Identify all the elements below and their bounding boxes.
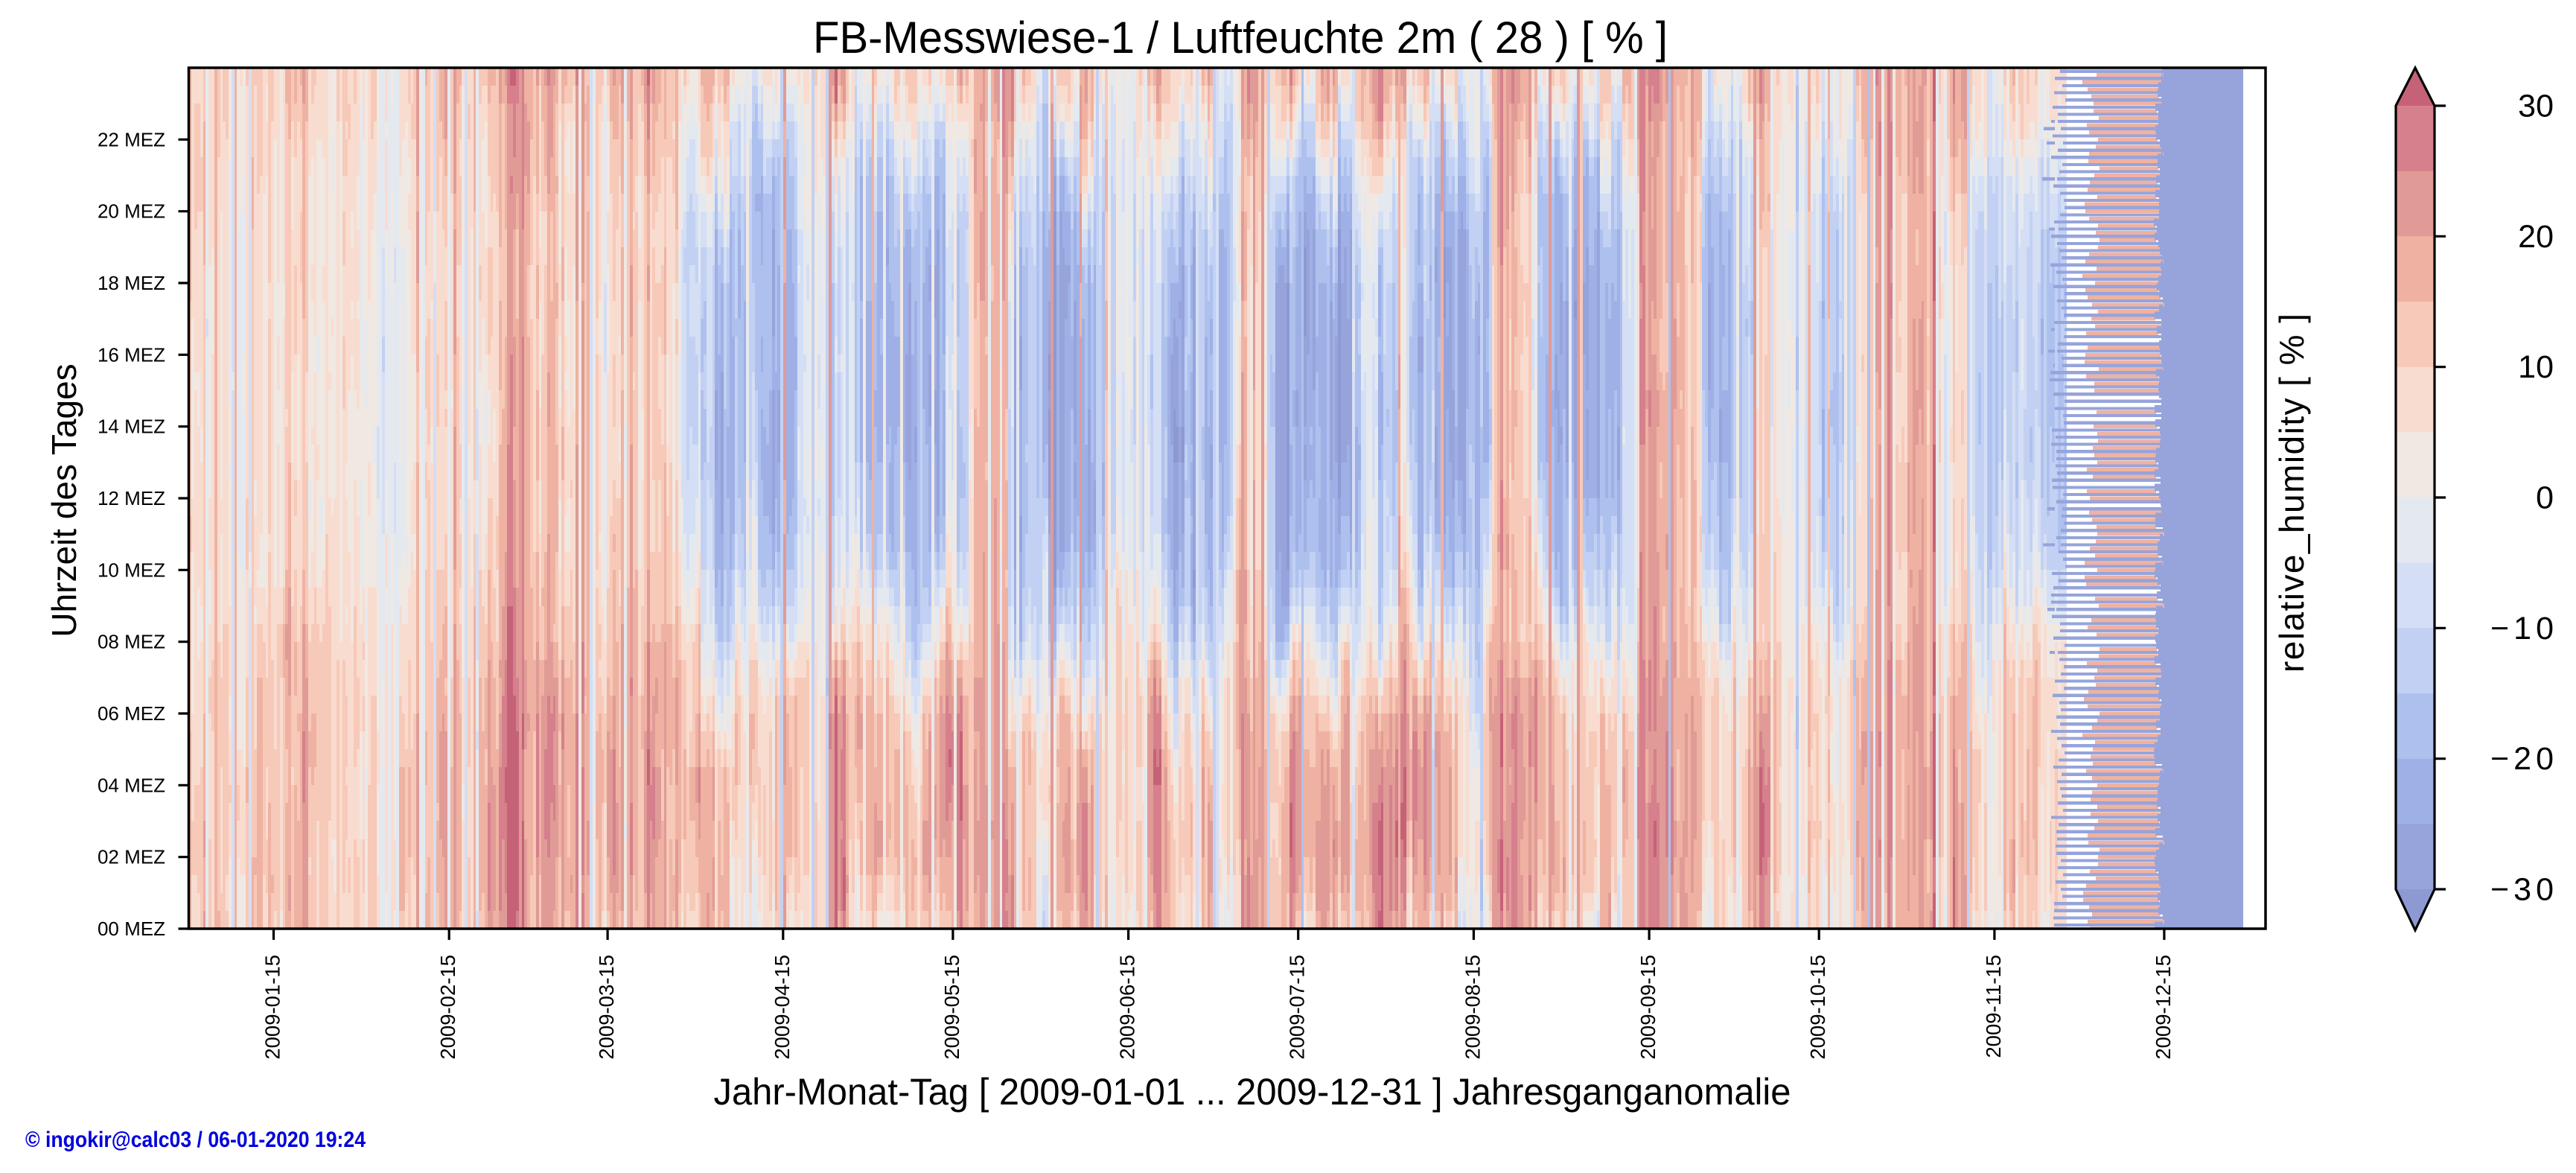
svg-text:2009-06-15: 2009-06-15	[1116, 955, 1139, 1060]
svg-text:2009-03-15: 2009-03-15	[595, 955, 618, 1060]
svg-text:Jahr-Monat-Tag [ 2009-01-01 ..: Jahr-Monat-Tag [ 2009-01-01 ... 2009-12-…	[714, 1071, 1791, 1113]
svg-text:18 MEZ: 18 MEZ	[98, 272, 165, 294]
svg-text:30: 30	[2518, 89, 2554, 124]
svg-text:10: 10	[2518, 349, 2554, 385]
svg-text:10 MEZ: 10 MEZ	[98, 559, 165, 581]
svg-text:20 MEZ: 20 MEZ	[98, 200, 165, 223]
svg-text:2009-10-15: 2009-10-15	[1806, 955, 1829, 1060]
svg-text:06 MEZ: 06 MEZ	[98, 702, 165, 725]
svg-text:FB-Messwiese-1 / Luftfeuchte 2: FB-Messwiese-1 / Luftfeuchte 2m ( 28 ) […	[813, 13, 1668, 63]
svg-text:2009-04-15: 2009-04-15	[771, 955, 794, 1060]
svg-text:0: 0	[2536, 480, 2554, 516]
svg-text:08 MEZ: 08 MEZ	[98, 631, 165, 653]
svg-text:2009-01-15: 2009-01-15	[261, 955, 284, 1060]
svg-text:00 MEZ: 00 MEZ	[98, 918, 165, 940]
svg-text:2009-08-15: 2009-08-15	[1461, 955, 1484, 1060]
svg-text:−30: −30	[2490, 872, 2554, 908]
svg-text:© ingokir@calc03 / 06-01-2020: © ingokir@calc03 / 06-01-2020 19:24	[25, 1128, 366, 1152]
svg-text:22 MEZ: 22 MEZ	[98, 128, 165, 150]
svg-text:−10: −10	[2490, 611, 2554, 646]
svg-text:02 MEZ: 02 MEZ	[98, 846, 165, 868]
svg-text:12 MEZ: 12 MEZ	[98, 487, 165, 509]
svg-text:relative_humidity [ % ]: relative_humidity [ % ]	[2272, 314, 2311, 673]
svg-text:−20: −20	[2490, 741, 2554, 777]
svg-text:16 MEZ: 16 MEZ	[98, 343, 165, 366]
svg-text:2009-07-15: 2009-07-15	[1286, 955, 1309, 1060]
svg-text:14 MEZ: 14 MEZ	[98, 416, 165, 438]
svg-text:2009-02-15: 2009-02-15	[436, 955, 459, 1060]
svg-text:04 MEZ: 04 MEZ	[98, 774, 165, 796]
svg-text:Uhrzeit des Tages: Uhrzeit des Tages	[45, 363, 83, 637]
svg-text:2009-09-15: 2009-09-15	[1636, 955, 1660, 1060]
svg-text:2009-05-15: 2009-05-15	[940, 955, 963, 1060]
svg-text:2009-11-15: 2009-11-15	[1982, 955, 2005, 1058]
svg-text:20: 20	[2518, 219, 2554, 255]
svg-text:2009-12-15: 2009-12-15	[2152, 955, 2175, 1060]
